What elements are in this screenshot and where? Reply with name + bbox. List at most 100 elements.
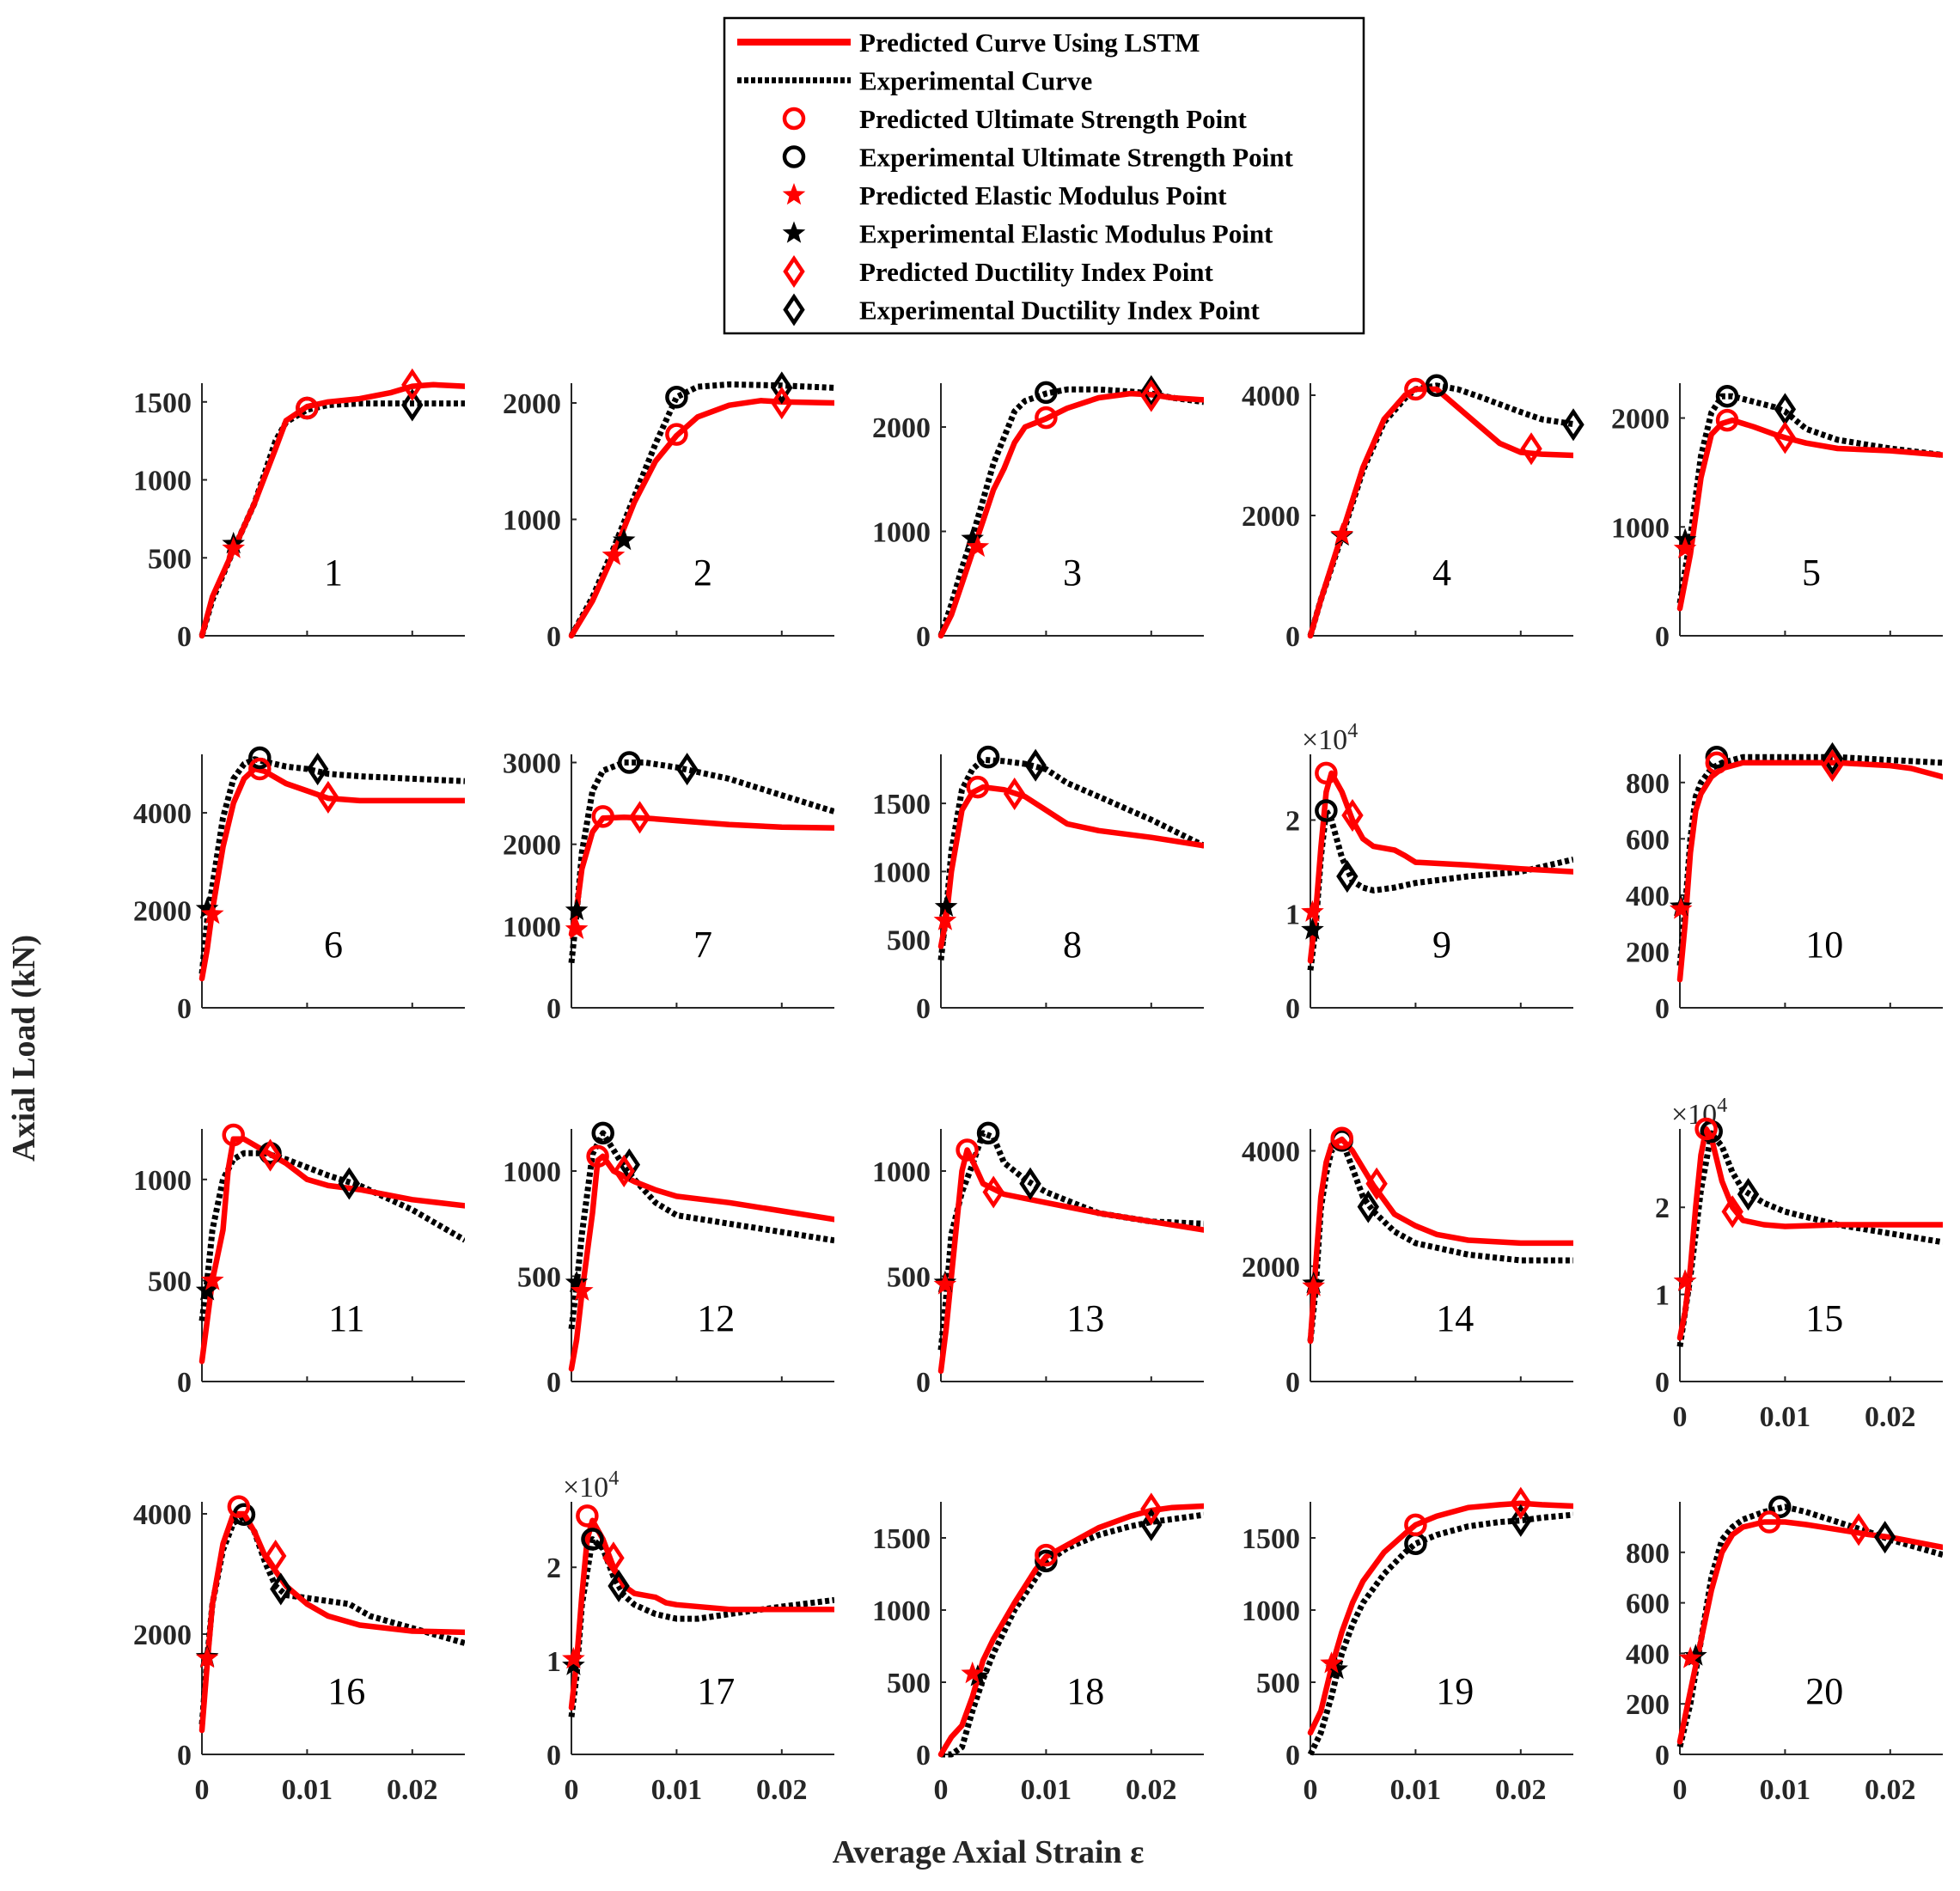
y-tick-label: 500 (1256, 1668, 1300, 1699)
experimental-curve (937, 756, 1204, 961)
panel-number: 4 (1432, 552, 1451, 594)
y-tick-label: 1000 (503, 912, 561, 943)
predicted-ductility-index-point (613, 1154, 635, 1188)
panel-number: 11 (328, 1297, 364, 1339)
y-tick-label: 4000 (133, 798, 192, 830)
panel-4: 0 2000 4000 4 (1242, 374, 1584, 653)
predicted-curve (198, 381, 465, 639)
predicted-ultimate-strength-point (576, 1504, 599, 1528)
predicted-curve (198, 766, 465, 982)
experimental-elastic-modulus-point (195, 1278, 219, 1301)
y-tick-label: 0 (916, 621, 931, 653)
markers (1673, 1117, 1760, 1291)
panel-number: 6 (324, 924, 343, 966)
panel-18: 0 500 1000 1500 0 0.01 0.02 18 (872, 1492, 1204, 1806)
predicted-curve (1676, 1125, 1943, 1341)
markers (961, 1492, 1163, 1687)
predicted-ultimate-strength-point (591, 805, 614, 828)
y-tick-label: 4000 (1242, 1137, 1300, 1168)
experimental-ultimate-strength-point (976, 1121, 1000, 1145)
experimental-ultimate-strength-point (1404, 1532, 1427, 1555)
plot-area (198, 756, 465, 982)
y-tick-label: 0 (916, 993, 931, 1025)
experimental-ductility-index-point (270, 1572, 292, 1606)
predicted-elastic-modulus-point (1673, 1269, 1697, 1291)
markers (1302, 1126, 1388, 1296)
predicted-curve (1676, 417, 1943, 612)
predicted-ductility-index-point (1140, 1492, 1163, 1526)
panel-number: 13 (1066, 1297, 1104, 1339)
plot-area (568, 759, 834, 964)
predicted-curve (1307, 386, 1573, 639)
predicted-elastic-modulus-point (1330, 522, 1353, 545)
y-tick-label: 400 (1626, 881, 1670, 912)
y-tick-label: 0 (1285, 1367, 1300, 1399)
experimental-ductility-index-point (1140, 375, 1163, 408)
experimental-ductility-index-point (1024, 748, 1047, 782)
experimental-ductility-index-point (1821, 741, 1844, 775)
predicted-ultimate-strength-point (586, 1144, 609, 1168)
plot-area (1307, 1136, 1573, 1345)
predicted-elastic-modulus-point (1673, 536, 1697, 558)
markers (195, 746, 339, 924)
y-tick-label: 0 (916, 1367, 931, 1399)
axis-multiplier: ×104 (563, 1467, 619, 1504)
y-tick-label: 0 (1285, 1740, 1300, 1772)
y-tick-label: 0 (177, 1740, 192, 1772)
predicted-ultimate-strength-point (1315, 761, 1338, 785)
predicted-ultimate-strength-point (1035, 406, 1058, 430)
panel-12: 0 500 1000 12 (503, 1121, 834, 1399)
predicted-ductility-index-point (1003, 777, 1026, 811)
panel-number: 14 (1436, 1297, 1474, 1339)
plot-area (1676, 1125, 1943, 1347)
y-tick-label: 0 (546, 1740, 561, 1772)
experimental-elastic-modulus-point (612, 528, 636, 551)
experimental-elastic-modulus-point (565, 1270, 589, 1293)
y-tick-label: 0 (546, 993, 561, 1025)
markers (933, 745, 1047, 930)
legend-star-marker (782, 221, 806, 243)
experimental-ductility-index-point (608, 1569, 630, 1603)
predicted-curve (198, 1510, 465, 1734)
markers (961, 375, 1163, 558)
experimental-curve (568, 1536, 834, 1717)
experimental-curve (937, 386, 1204, 637)
y-tick-label: 1500 (133, 387, 192, 419)
y-tick-label: 2000 (872, 412, 931, 444)
panel-number: 19 (1436, 1670, 1474, 1712)
panel-17: 0 1 2 0 0.01 0.02 ×104 17 (546, 1467, 834, 1806)
experimental-ductility-index-point (1510, 1504, 1532, 1537)
x-tick-label: 0 (934, 1774, 949, 1806)
panel-number: 10 (1805, 924, 1843, 966)
plot-area (937, 1503, 1204, 1758)
x-tick-label: 0 (1304, 1774, 1318, 1806)
legend-entry: Experimental Elastic Modulus Point (782, 219, 1273, 249)
plot-area (1307, 382, 1573, 639)
panel-number: 1 (324, 552, 343, 594)
y-tick-label: 1000 (1242, 1595, 1300, 1627)
plot-area (1676, 393, 1943, 612)
predicted-elastic-modulus-point (565, 917, 589, 939)
y-tick-label: 1000 (1611, 512, 1670, 544)
predicted-ultimate-strength-point (1404, 1513, 1427, 1537)
y-tick-label: 1 (546, 1646, 561, 1678)
predicted-ductility-index-point (1520, 432, 1542, 466)
panel-15: 0 1 2 0 0.01 0.02 ×104 15 (1655, 1095, 1943, 1433)
markers (601, 371, 793, 565)
y-tick-label: 0 (1655, 993, 1670, 1025)
experimental-ultimate-strength-point (665, 386, 688, 409)
y-tick-label: 0 (1285, 621, 1300, 653)
predicted-elastic-modulus-point (966, 534, 990, 558)
y-tick-label: 500 (887, 925, 931, 957)
experimental-ultimate-strength-point (1315, 799, 1338, 822)
experimental-ductility-index-point (1019, 1167, 1041, 1200)
y-tick-label: 2000 (133, 1620, 192, 1651)
predicted-ductility-index-point (982, 1175, 1004, 1209)
markers (195, 1495, 292, 1668)
experimental-curve (941, 1511, 1204, 1758)
plot-area (568, 1517, 834, 1717)
x-tick-label: 0.01 (1021, 1774, 1072, 1806)
legend-box (723, 16, 1365, 335)
panel-number: 17 (697, 1670, 735, 1712)
predicted-ductility-index-point (1847, 1513, 1870, 1546)
